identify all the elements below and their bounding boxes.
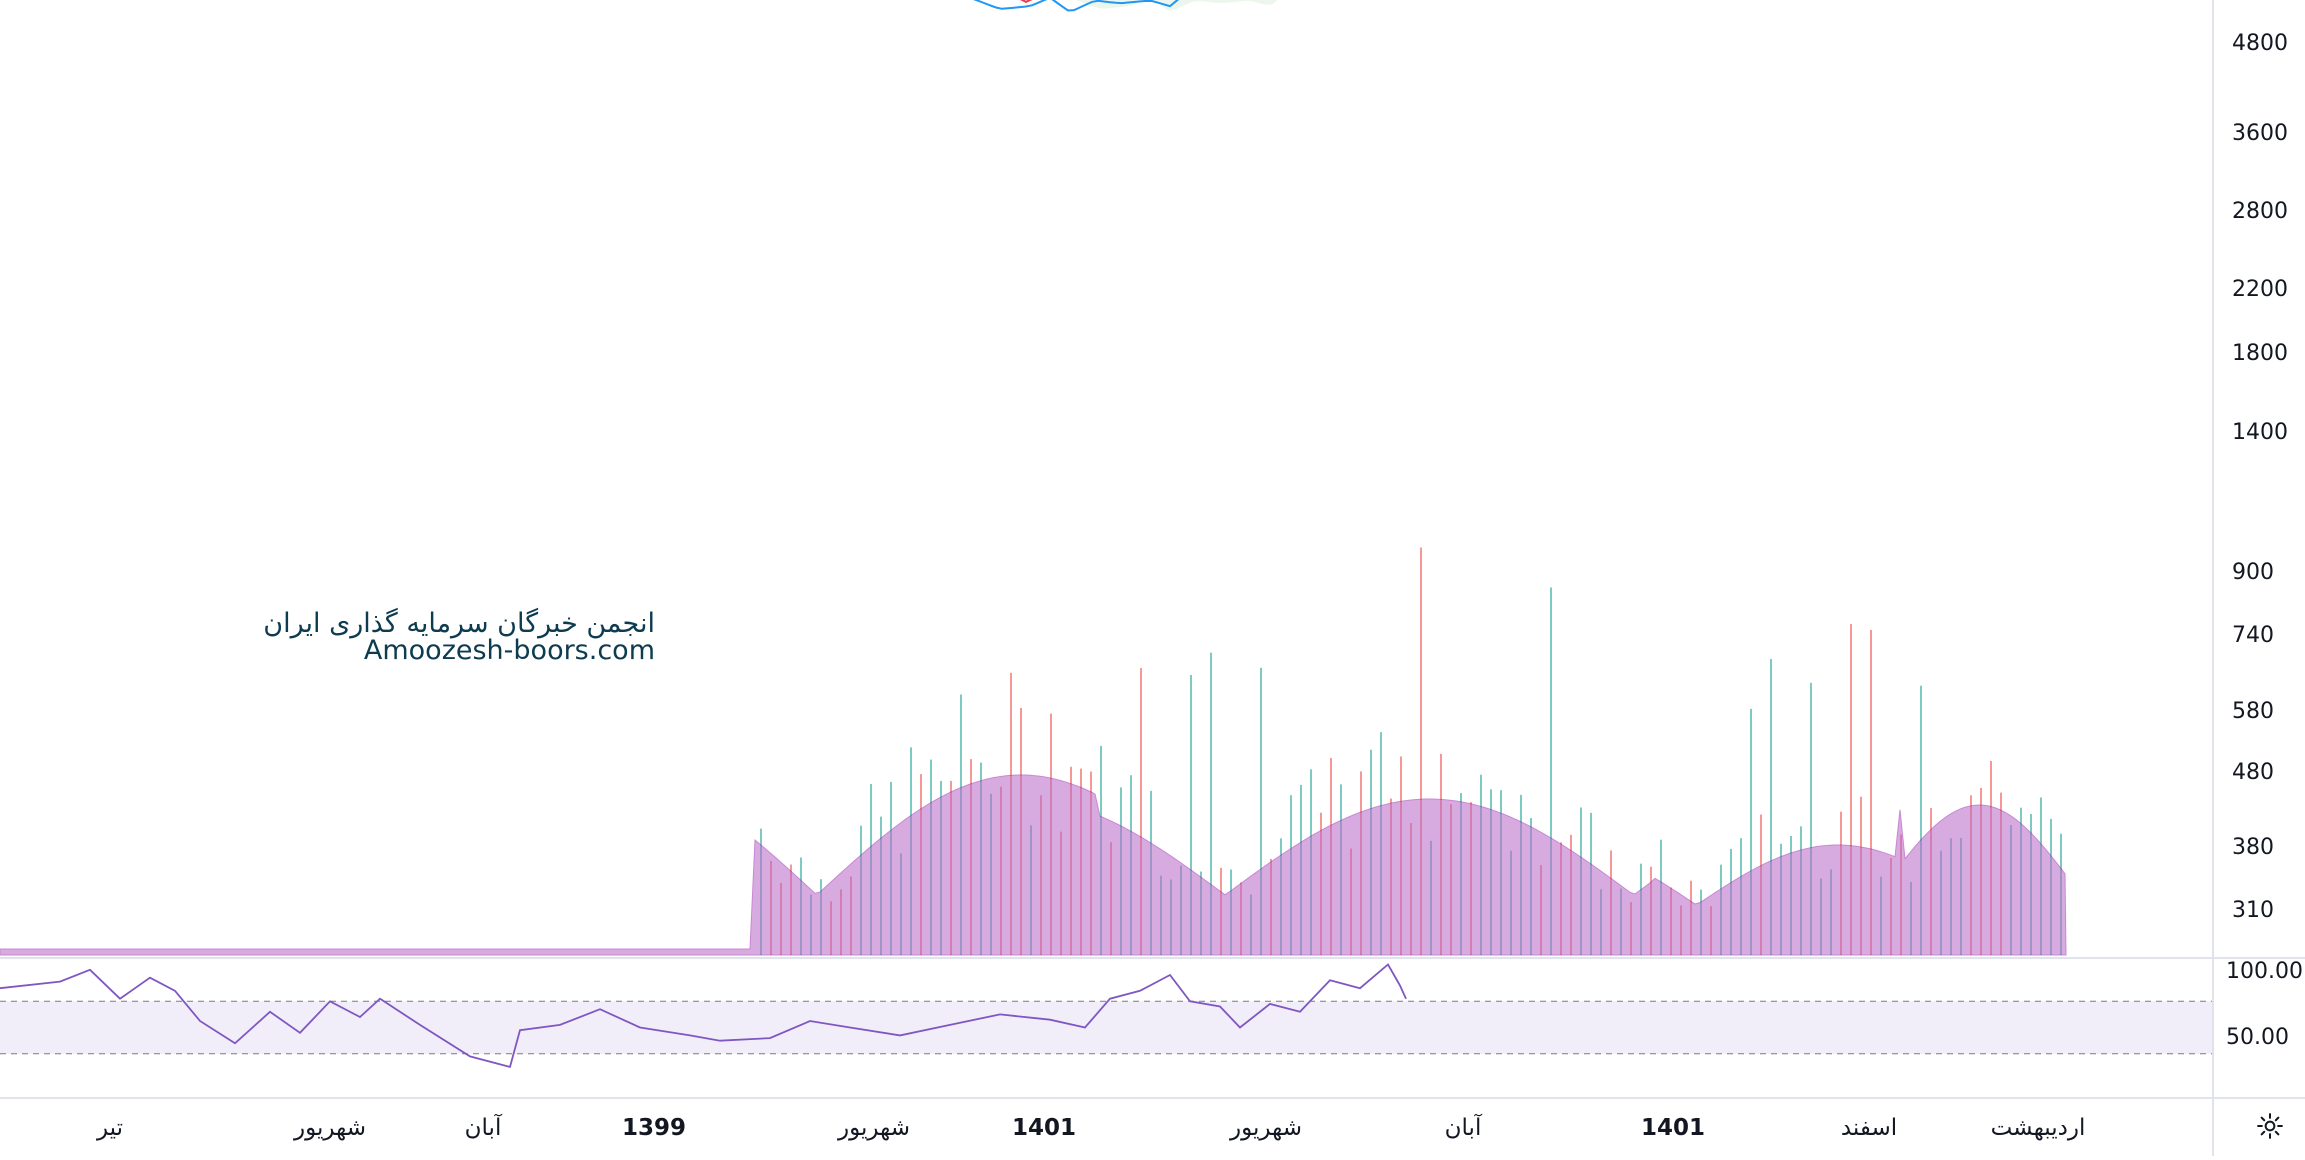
price-tick-label: 900 bbox=[2232, 560, 2274, 585]
volume-bar bbox=[1810, 682, 1812, 955]
gear-icon bbox=[2257, 1113, 2283, 1139]
price-tick-label: 2800 bbox=[2232, 199, 2288, 224]
time-axis-label: 1399 bbox=[622, 1115, 686, 1141]
time-axis-label: 1401 bbox=[1641, 1115, 1705, 1141]
volume-bar bbox=[1850, 624, 1852, 955]
volume-histogram bbox=[0, 547, 2067, 956]
price-tick-label: 4800 bbox=[2232, 31, 2288, 56]
time-axis-label: شهریور bbox=[1229, 1115, 1302, 1141]
volume-bar bbox=[1210, 652, 1212, 955]
rsi-tick-label: 50.00 bbox=[2226, 1025, 2289, 1050]
time-axis-label: شهریور bbox=[293, 1115, 366, 1141]
rsi-band bbox=[0, 1001, 2213, 1054]
volume-bar bbox=[1920, 685, 1922, 955]
time-axis-label: 1401 bbox=[1012, 1115, 1076, 1141]
price-pane bbox=[0, 0, 2067, 956]
price-tick-label: 580 bbox=[2232, 699, 2274, 724]
time-axis-label: شهریور bbox=[837, 1115, 910, 1141]
volume-bar bbox=[1260, 667, 1262, 955]
volume-bar bbox=[1140, 668, 1142, 955]
volume-bar bbox=[1770, 658, 1772, 955]
volume-bar bbox=[1550, 587, 1552, 955]
time-axis-label: اردیبهشت bbox=[1991, 1115, 2086, 1141]
price-tick-label: 740 bbox=[2232, 623, 2274, 648]
time-axis-label: آبان bbox=[465, 1113, 503, 1141]
watermark-line-1: انجمن خبرگان سرمایه گذاری ایران bbox=[263, 608, 655, 639]
time-axis-label: آبان bbox=[1445, 1113, 1483, 1141]
volume-average-area bbox=[0, 774, 2067, 956]
price-tick-label: 480 bbox=[2232, 760, 2274, 785]
moving-average-slow bbox=[973, 0, 1180, 12]
price-tick-label: 380 bbox=[2232, 835, 2274, 860]
time-axis-label: اسفند bbox=[1841, 1115, 1897, 1141]
settings-button[interactable] bbox=[2248, 1106, 2292, 1146]
watermark: انجمن خبرگان سرمایه گذاری ایران Amoozesh… bbox=[250, 610, 655, 664]
volume-bar bbox=[1750, 708, 1752, 955]
rsi-tick-label: 100.00 bbox=[2226, 959, 2303, 984]
price-tick-label: 1400 bbox=[2232, 420, 2288, 445]
price-tick-label: 1800 bbox=[2232, 341, 2288, 366]
moving-average-fast bbox=[953, 0, 1033, 4]
rsi-pane bbox=[0, 957, 2305, 1068]
price-tick-label: 3600 bbox=[2232, 121, 2288, 146]
volume-bar bbox=[1420, 547, 1422, 955]
price-tick-label: 310 bbox=[2232, 898, 2274, 923]
time-axis-label: تیر bbox=[96, 1115, 123, 1141]
rsi-line bbox=[0, 963, 1407, 1068]
price-tick-label: 2200 bbox=[2232, 277, 2288, 302]
volume-bar bbox=[1190, 674, 1192, 955]
watermark-line-2: Amoozesh-boors.com bbox=[363, 635, 655, 666]
volume-bar bbox=[1870, 629, 1872, 955]
